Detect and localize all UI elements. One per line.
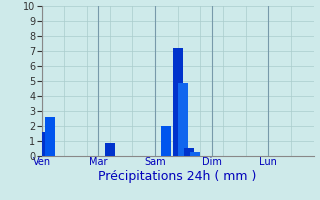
X-axis label: Précipitations 24h ( mm ): Précipitations 24h ( mm ) (99, 170, 257, 183)
Bar (45, 117, 55, 156)
Bar (184, 148, 194, 156)
Bar (39, 132, 50, 156)
Bar (172, 48, 183, 156)
Bar (161, 126, 172, 156)
Bar (105, 143, 115, 156)
Bar (189, 152, 200, 156)
Bar (178, 82, 188, 156)
